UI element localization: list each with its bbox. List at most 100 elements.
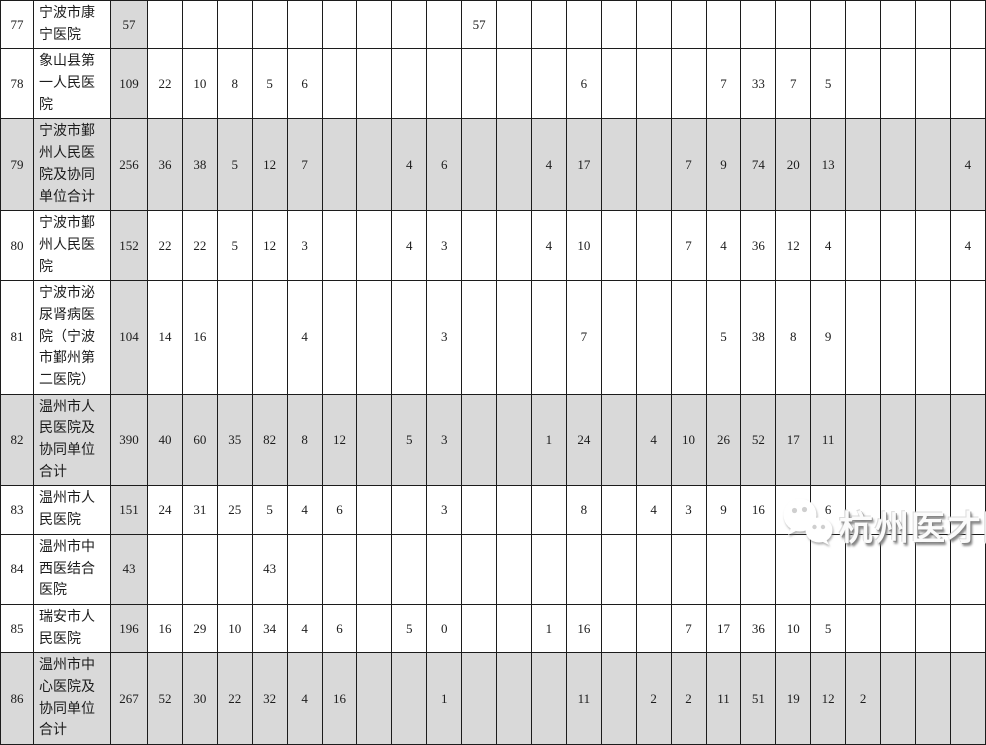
value-cell [880,0,916,50]
value-cell: 24 [147,485,183,535]
row-index-cell: 85 [0,603,34,654]
value-cell: 3 [426,393,463,487]
row-index-cell: 78 [0,48,34,120]
value-cell: 10 [181,48,218,120]
table-row: 83 温州市人民医院 151 24 31 25 5 4 6 3 8 4 3 9 16 7 6 [0,485,986,535]
value-cell: 52 [740,393,777,487]
value-cell [914,485,951,535]
value-cell [530,280,567,395]
value-cell [496,533,532,605]
value-cell: 5 [216,210,253,282]
value-cell: 5 [251,485,288,535]
value-cell: 12 [251,210,288,282]
row-index-cell: 79 [0,118,34,212]
value-cell: 4 [949,118,986,212]
value-cell: 9 [705,118,742,212]
value-cell [845,280,882,395]
value-cell: 3 [670,485,707,535]
value-cell [845,0,882,50]
value-cell [775,0,812,50]
value-cell [391,533,428,605]
value-cell [251,280,288,395]
value-cell [461,118,498,212]
value-cell: 6 [810,485,847,535]
value-cell: 4 [635,485,672,535]
value-cell [461,48,498,120]
value-cell [391,652,428,745]
value-cell [740,0,777,50]
value-cell: 12 [251,118,288,212]
value-cell [321,210,358,282]
value-cell: 12 [321,393,358,487]
value-cell [880,280,916,395]
value-cell: 30 [181,652,218,745]
value-cell: 7 [565,280,602,395]
value-cell: 12 [810,652,847,745]
value-cell: 5 [391,393,428,487]
value-cell: 1 [530,393,567,487]
value-cell: 11 [705,652,742,745]
value-cell [845,48,882,120]
value-cell: 7 [670,118,707,212]
value-cell [775,533,812,605]
value-cell [845,118,882,212]
value-cell [530,652,567,745]
value-cell: 51 [740,652,777,745]
value-cell: 4 [705,210,742,282]
value-cell: 4 [530,118,567,212]
value-cell [600,118,637,212]
value-cell: 25 [216,485,253,535]
value-cell: 4 [635,393,672,487]
value-cell: 7 [286,118,323,212]
value-cell: 4 [286,280,323,395]
value-cell [356,533,393,605]
value-cell [461,210,498,282]
value-cell [321,280,358,395]
value-cell [880,603,916,654]
value-cell [321,48,358,120]
value-cell: 82 [251,393,288,487]
value-cell [635,280,672,395]
value-cell: 3 [286,210,323,282]
value-cell [914,393,951,487]
value-cell: 10 [216,603,253,654]
value-cell: 38 [740,280,777,395]
value-cell [391,280,428,395]
value-cell: 4 [949,210,986,282]
value-cell: 10 [565,210,602,282]
value-cell [530,0,567,50]
value-cell: 22 [216,652,253,745]
value-cell [216,280,253,395]
value-cell [461,603,498,654]
value-cell [635,603,672,654]
hospital-name-cell: 宁波市泌尿肾病医院（宁波市鄞州第二医院） [33,280,111,395]
value-cell [600,0,637,50]
value-cell [914,280,951,395]
value-cell [880,210,916,282]
value-cell [600,485,637,535]
value-cell: 52 [147,652,183,745]
value-cell: 36 [740,210,777,282]
total-cell: 57 [110,0,148,50]
value-cell: 34 [251,603,288,654]
value-cell: 57 [461,0,498,50]
value-cell: 14 [147,280,183,395]
value-cell [845,533,882,605]
row-index-cell: 81 [0,280,34,395]
value-cell [216,0,253,50]
value-cell [496,48,532,120]
value-cell [845,393,882,487]
value-cell: 10 [775,603,812,654]
value-cell [600,533,637,605]
value-cell: 6 [321,603,358,654]
table-row: 86 温州市中心医院及协同单位合计 267 52 30 22 32 4 16 1 11 2 2 11 51 1… [0,652,986,745]
value-cell [705,0,742,50]
value-cell: 5 [705,280,742,395]
value-cell: 40 [147,393,183,487]
value-cell: 6 [426,118,463,212]
hospital-name-cell: 温州市人民医院 [33,485,111,535]
value-cell [914,652,951,745]
value-cell [391,0,428,50]
value-cell: 5 [251,48,288,120]
value-cell: 0 [426,603,463,654]
